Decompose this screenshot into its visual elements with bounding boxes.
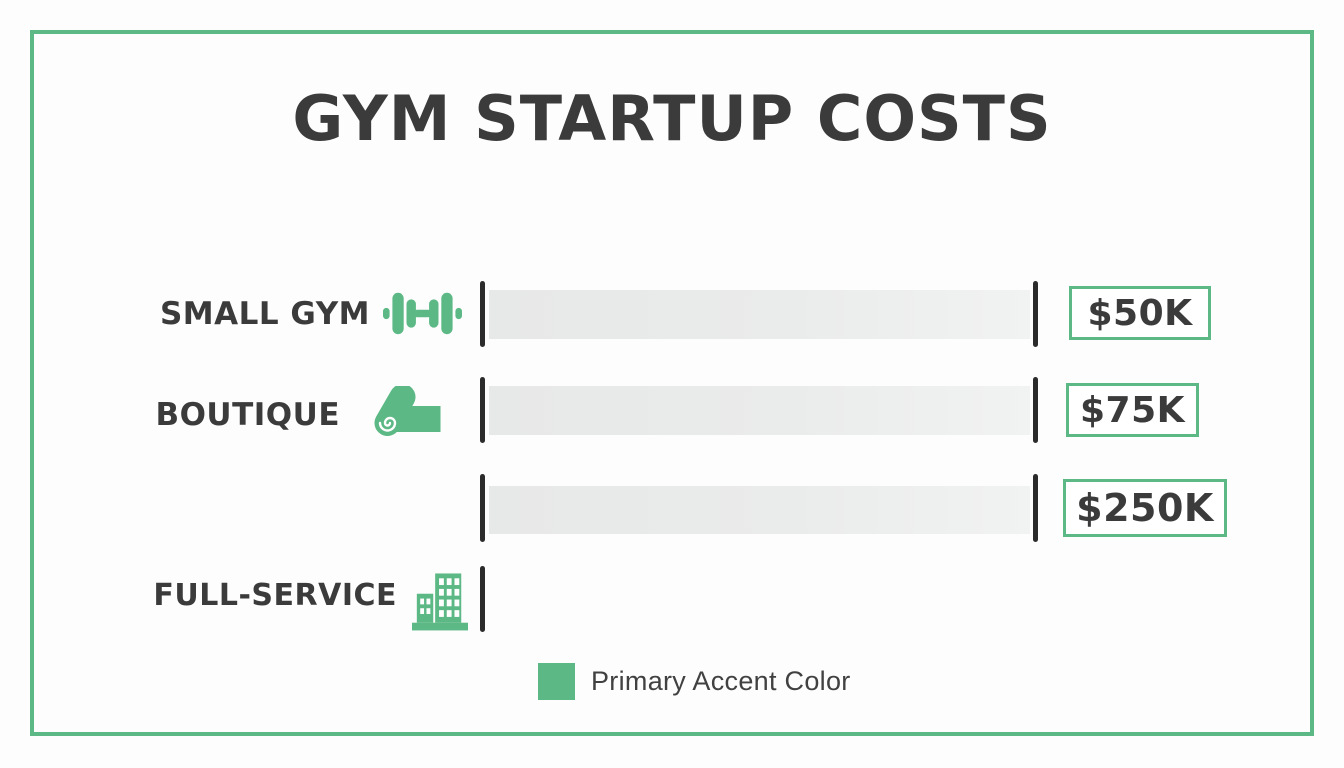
bar-end-tick	[1033, 474, 1038, 542]
value-badge-small-gym: $50K	[1069, 286, 1211, 340]
bar-end-tick	[1033, 281, 1038, 347]
cost-bar-boutique	[489, 386, 1030, 435]
value-badge-boutique: $75K	[1066, 383, 1199, 437]
bar-start-tick	[480, 281, 485, 347]
bar-end-tick	[1033, 377, 1038, 443]
row-label-full-service: FULL-SERVICE	[153, 578, 397, 613]
value-badge-full-service: $250K	[1063, 479, 1227, 537]
page-border-frame	[30, 30, 1314, 736]
bar-start-tick	[480, 474, 485, 542]
bar-start-tick	[480, 566, 485, 632]
row-label-small-gym: SMALL GYM	[159, 296, 370, 332]
legend-label: Primary Accent Color	[591, 666, 851, 696]
bar-start-tick	[480, 377, 485, 443]
cost-bar-full-service	[489, 486, 1030, 534]
cost-bar-small-gym	[489, 290, 1030, 339]
chart-title: GYM STARTUP COSTS	[292, 82, 1052, 155]
legend-color-swatch	[538, 663, 575, 700]
row-label-boutique: BOUTIQUE	[155, 397, 340, 433]
dumbbell-icon	[383, 291, 462, 336]
building-icon	[412, 570, 468, 631]
yoga-mat-icon	[374, 386, 441, 438]
legend: Primary Accent Color	[538, 663, 851, 700]
